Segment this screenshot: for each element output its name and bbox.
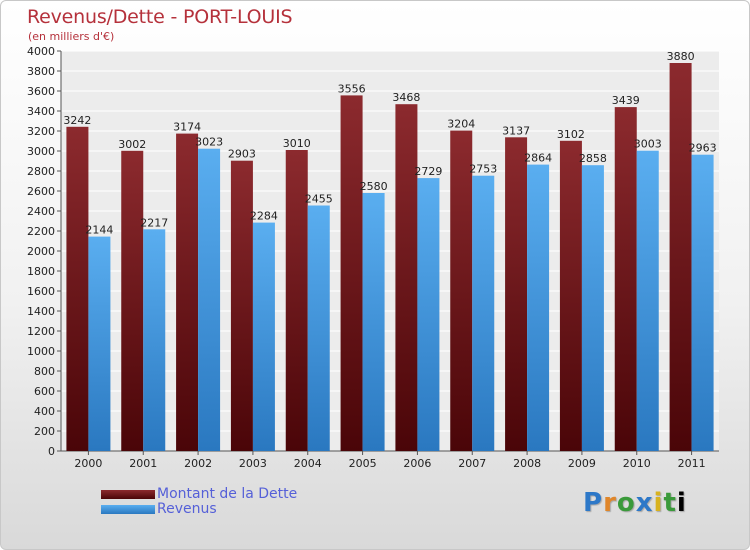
data-label-dette: 3880: [667, 50, 695, 63]
y-tick-label: 2400: [27, 205, 55, 218]
bar-revenus: [143, 229, 166, 451]
bar-dette: [505, 137, 528, 452]
bar-dette: [66, 126, 89, 452]
data-label-dette: 3137: [502, 124, 530, 137]
data-label-dette: 3174: [173, 121, 201, 134]
x-tick-label: 2000: [74, 457, 102, 470]
y-tick-label: 2000: [27, 245, 55, 258]
x-tick-label: 2005: [349, 457, 377, 470]
y-tick-label: 0: [48, 445, 55, 458]
bar-dette: [285, 150, 308, 451]
bar-dette: [669, 63, 692, 451]
data-label-revenus: 2580: [360, 180, 388, 193]
data-label-dette: 3010: [283, 137, 311, 150]
legend-swatch-revenus: [101, 505, 155, 514]
y-tick-label: 1000: [27, 345, 55, 358]
bar-revenus: [252, 222, 275, 451]
y-tick-label: 800: [34, 365, 55, 378]
data-label-revenus: 3003: [634, 138, 662, 151]
x-tick-label: 2003: [239, 457, 267, 470]
bar-revenus: [362, 193, 385, 451]
x-tick-label: 2011: [678, 457, 706, 470]
bar-revenus: [636, 150, 659, 451]
data-label-dette: 3556: [338, 82, 366, 95]
bar-revenus: [472, 175, 495, 451]
y-tick-label: 200: [34, 425, 55, 438]
x-tick-label: 2001: [129, 457, 157, 470]
bar-revenus: [307, 205, 330, 451]
y-tick-label: 600: [34, 385, 55, 398]
bar-revenus: [198, 148, 221, 451]
bar-dette: [559, 140, 582, 452]
y-tick-label: 1800: [27, 265, 55, 278]
y-tick-label: 3800: [27, 65, 55, 78]
data-label-revenus: 2864: [524, 152, 552, 165]
data-label-revenus: 2217: [140, 216, 168, 229]
y-tick-label: 3600: [27, 85, 55, 98]
data-label-dette: 2903: [228, 148, 256, 161]
y-tick-label: 1200: [27, 325, 55, 338]
y-tick-label: 4000: [27, 45, 55, 58]
y-tick-label: 400: [34, 405, 55, 418]
data-label-revenus: 2455: [305, 193, 333, 206]
data-label-dette: 3439: [612, 94, 640, 107]
bar-dette: [450, 130, 473, 451]
y-tick-label: 2800: [27, 165, 55, 178]
data-label-revenus: 2963: [689, 142, 717, 155]
data-label-revenus: 2858: [579, 152, 607, 165]
bar-dette: [340, 95, 363, 452]
bar-revenus: [581, 165, 604, 451]
bar-dette: [230, 160, 253, 451]
data-label-revenus: 2144: [85, 224, 113, 237]
x-tick-label: 2007: [458, 457, 486, 470]
y-tick-label: 3200: [27, 125, 55, 138]
y-tick-label: 1400: [27, 305, 55, 318]
bar-dette: [614, 107, 637, 451]
y-tick-label: 3400: [27, 105, 55, 118]
x-tick-label: 2004: [294, 457, 322, 470]
bar-revenus: [527, 164, 550, 451]
x-tick-label: 2008: [513, 457, 541, 470]
legend-label-revenus: Revenus: [157, 501, 217, 517]
bar-dette: [121, 150, 144, 452]
bar-revenus: [88, 236, 111, 451]
y-tick-label: 1600: [27, 285, 55, 298]
data-label-dette: 3002: [118, 138, 146, 151]
chart-subtitle: (en milliers d'€): [28, 30, 115, 43]
data-label-dette: 3102: [557, 128, 585, 141]
bar-dette: [395, 104, 418, 451]
x-tick-label: 2010: [623, 457, 651, 470]
chart-title: Revenus/Dette - PORT-LOUIS: [27, 6, 293, 28]
x-tick-label: 2002: [184, 457, 212, 470]
data-label-revenus: 2753: [469, 163, 497, 176]
y-tick-label: 2200: [27, 225, 55, 238]
data-label-dette: 3204: [447, 118, 475, 131]
data-label-revenus: 2729: [414, 165, 442, 178]
legend-label-dette: Montant de la Dette: [157, 486, 298, 502]
data-label-dette: 3242: [63, 114, 91, 127]
data-label-revenus: 2284: [250, 210, 278, 223]
data-label-revenus: 3023: [195, 136, 223, 149]
y-tick-label: 2600: [27, 185, 55, 198]
data-label-dette: 3468: [392, 91, 420, 104]
x-tick-label: 2009: [568, 457, 596, 470]
bar-revenus: [691, 154, 714, 451]
x-tick-label: 2006: [403, 457, 431, 470]
legend-swatch-dette: [101, 490, 155, 499]
bar-dette: [176, 133, 199, 451]
bar-revenus: [417, 178, 440, 451]
proxiti-logo: Proxiti: [583, 488, 687, 518]
y-tick-label: 3000: [27, 145, 55, 158]
